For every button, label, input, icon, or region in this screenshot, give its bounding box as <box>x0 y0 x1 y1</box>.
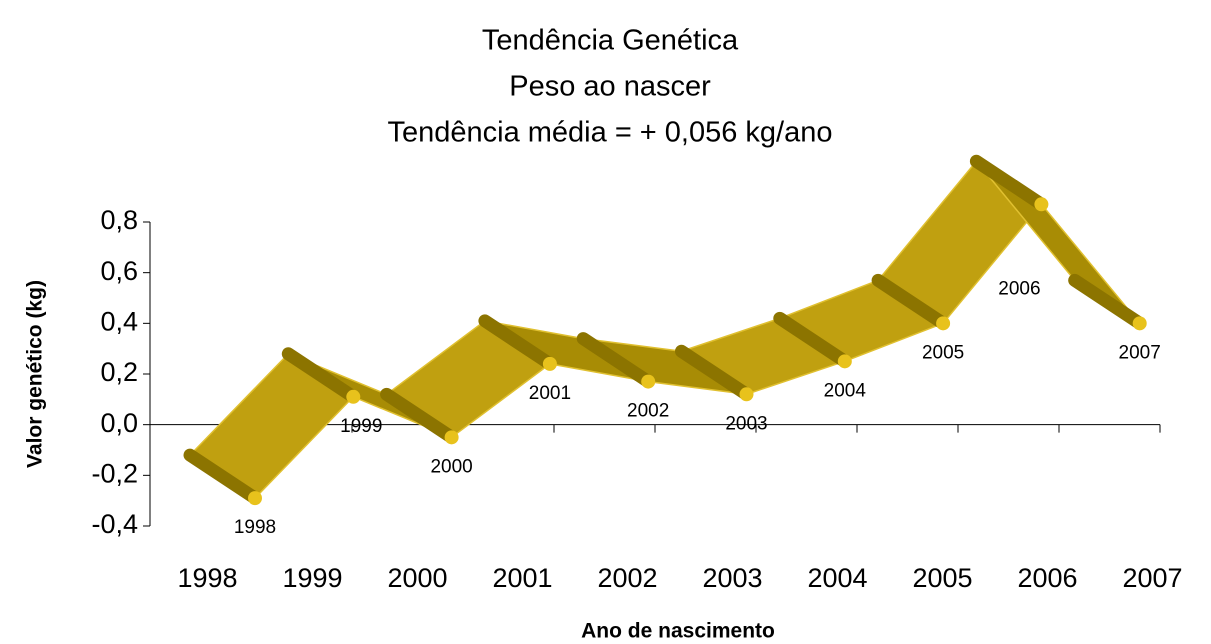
x-tick-label: 2006 <box>1017 563 1077 593</box>
ribbon-edge <box>675 344 753 401</box>
x-tick-label: 2000 <box>387 563 447 593</box>
y-tick-label: 0,6 <box>100 256 138 286</box>
ribbon-edge <box>281 347 360 404</box>
x-tick-label: 2004 <box>807 563 867 593</box>
point <box>936 316 951 331</box>
point <box>1132 316 1147 331</box>
x-tick-label: 2003 <box>702 563 762 593</box>
point <box>542 356 557 371</box>
data-label: 2007 <box>1119 342 1161 363</box>
chart-subtitle: Peso ao nascer <box>509 71 711 103</box>
point <box>444 430 459 445</box>
data-label: 2006 <box>998 278 1040 299</box>
chart-subtitle: Tendência média = + 0,056 kg/ano <box>388 117 833 149</box>
y-axis-title: Valor genético (kg) <box>24 280 47 468</box>
data-label: 2004 <box>824 380 867 401</box>
data-label: 2003 <box>725 413 767 434</box>
ribbon-edge <box>773 311 852 368</box>
data-label: 2005 <box>922 342 964 363</box>
ribbon-edge <box>871 273 950 330</box>
y-tick-label: 0,8 <box>100 205 138 235</box>
y-tick-label: -0,4 <box>91 509 138 539</box>
y-tick-label: 0,2 <box>100 357 138 387</box>
ribbon-edge <box>576 332 655 389</box>
data-label: 2002 <box>627 401 669 422</box>
data-label: 2001 <box>529 383 571 404</box>
point <box>641 374 656 389</box>
point <box>837 354 852 369</box>
y-tick-label: -0,2 <box>91 458 138 488</box>
ribbon-edge <box>183 448 262 505</box>
y-tick-label: 0,4 <box>100 306 138 336</box>
x-tick-label: 1998 <box>177 563 237 593</box>
point <box>248 491 262 506</box>
x-tick-label: 2002 <box>597 563 657 593</box>
data-label: 2000 <box>430 456 472 477</box>
x-tick-label: 2001 <box>492 563 552 593</box>
point <box>739 387 754 402</box>
x-tick-label: 2007 <box>1122 563 1182 593</box>
data-label: 1999 <box>340 416 382 437</box>
x-tick-label: 1999 <box>282 563 342 593</box>
chart-title: Tendência Genética <box>482 25 739 57</box>
ribbon-edge <box>380 387 459 444</box>
point <box>346 389 361 404</box>
x-tick-label: 2005 <box>912 563 972 593</box>
point <box>1034 197 1049 212</box>
ribbon-edge <box>969 154 1048 211</box>
y-tick-label: 0,0 <box>100 408 138 438</box>
ribbon-edge <box>1068 273 1147 330</box>
x-axis-title: Ano de nascimento <box>581 620 775 643</box>
ribbon-edge <box>478 314 557 371</box>
data-label: 1998 <box>234 517 276 538</box>
